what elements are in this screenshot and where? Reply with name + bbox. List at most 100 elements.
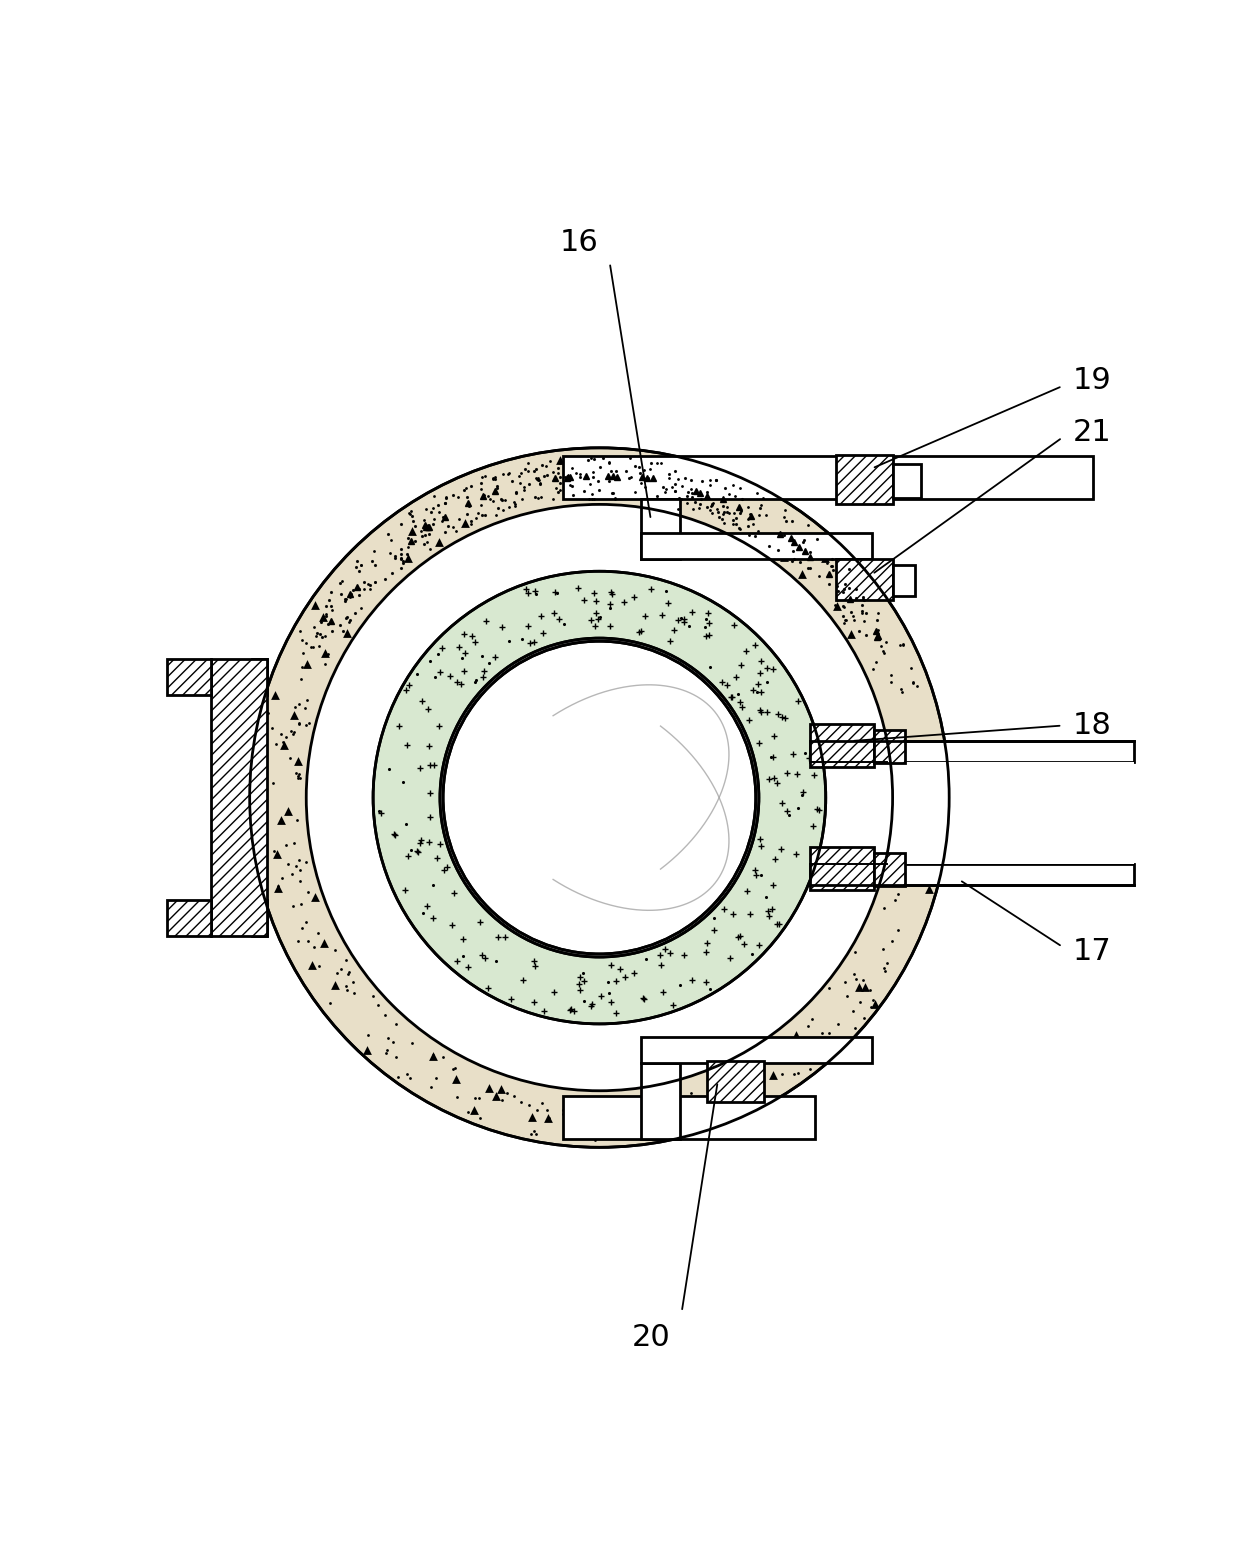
Point bbox=[818, 535, 838, 559]
Point bbox=[730, 690, 750, 715]
Point bbox=[290, 858, 310, 883]
Point bbox=[733, 695, 753, 720]
Point bbox=[553, 1097, 573, 1122]
Point bbox=[291, 892, 311, 917]
Point bbox=[729, 474, 749, 499]
Point bbox=[750, 648, 770, 673]
Bar bbox=[252, 659, 267, 695]
Point bbox=[429, 530, 449, 555]
Point bbox=[661, 1099, 681, 1124]
Point bbox=[792, 561, 812, 586]
Point bbox=[699, 623, 719, 648]
Point bbox=[584, 580, 604, 605]
Point bbox=[401, 1066, 420, 1091]
Point bbox=[634, 1086, 653, 1111]
Point bbox=[851, 990, 870, 1015]
Point bbox=[882, 929, 901, 954]
Point bbox=[874, 956, 894, 981]
Point bbox=[590, 472, 610, 497]
Point bbox=[903, 670, 923, 695]
Point bbox=[289, 712, 309, 737]
Point bbox=[802, 542, 822, 567]
Point bbox=[729, 1052, 749, 1077]
Point bbox=[389, 713, 409, 738]
Point bbox=[786, 1023, 806, 1047]
Point bbox=[651, 953, 671, 977]
Point bbox=[368, 991, 388, 1016]
Point bbox=[921, 766, 941, 791]
Point bbox=[451, 646, 471, 671]
Point bbox=[815, 545, 835, 570]
Point bbox=[584, 1128, 604, 1153]
Point bbox=[412, 828, 432, 853]
Point bbox=[417, 894, 436, 918]
Point bbox=[739, 707, 759, 732]
Point bbox=[425, 1066, 445, 1091]
Point bbox=[861, 977, 880, 1002]
Point bbox=[657, 490, 677, 514]
Point bbox=[763, 897, 782, 922]
Point bbox=[289, 749, 309, 774]
Point bbox=[424, 1043, 444, 1068]
Point bbox=[600, 990, 620, 1015]
Point bbox=[683, 497, 703, 522]
Point bbox=[701, 976, 720, 1001]
Point bbox=[843, 999, 863, 1024]
Point bbox=[293, 628, 312, 653]
Point bbox=[339, 959, 358, 984]
Point bbox=[288, 766, 308, 791]
Point bbox=[756, 670, 776, 695]
Point bbox=[652, 603, 672, 628]
Point bbox=[745, 858, 765, 883]
Point bbox=[748, 517, 768, 542]
Point bbox=[407, 662, 427, 687]
Point bbox=[756, 656, 776, 681]
Point bbox=[730, 923, 750, 948]
Point bbox=[470, 1105, 490, 1130]
Point bbox=[448, 670, 467, 695]
Point bbox=[590, 1114, 610, 1139]
Point bbox=[593, 1108, 613, 1133]
Point bbox=[730, 516, 750, 541]
Point bbox=[742, 1069, 761, 1094]
Point bbox=[718, 673, 738, 698]
Point bbox=[599, 1096, 619, 1120]
Point bbox=[491, 1088, 511, 1113]
Text: 21: 21 bbox=[1073, 418, 1111, 448]
Point bbox=[768, 539, 787, 564]
Point bbox=[749, 502, 769, 527]
Point bbox=[893, 632, 913, 657]
Point bbox=[278, 852, 298, 876]
Point bbox=[605, 451, 625, 476]
Point bbox=[283, 721, 303, 746]
Point bbox=[526, 1122, 546, 1147]
Point bbox=[357, 1037, 377, 1061]
Point bbox=[357, 572, 377, 597]
Point bbox=[296, 712, 316, 737]
Point bbox=[904, 671, 924, 696]
Point bbox=[631, 618, 651, 643]
Point bbox=[765, 847, 785, 872]
Point bbox=[645, 1122, 665, 1147]
Point bbox=[290, 766, 310, 791]
Point bbox=[309, 954, 329, 979]
Point bbox=[379, 541, 399, 566]
Point bbox=[301, 634, 321, 659]
Point bbox=[296, 909, 316, 934]
Point bbox=[758, 699, 777, 724]
Point bbox=[784, 1061, 804, 1086]
Point bbox=[630, 620, 650, 645]
Point bbox=[750, 827, 770, 852]
Point bbox=[892, 678, 911, 702]
Point bbox=[516, 577, 536, 601]
Point bbox=[339, 962, 358, 987]
Point bbox=[413, 900, 433, 925]
Point bbox=[843, 570, 863, 595]
Point bbox=[665, 480, 684, 505]
Point bbox=[696, 939, 715, 963]
Point bbox=[711, 1085, 730, 1110]
Point bbox=[402, 1030, 422, 1055]
Point bbox=[745, 632, 765, 657]
Point bbox=[433, 508, 453, 533]
Point bbox=[600, 614, 620, 639]
